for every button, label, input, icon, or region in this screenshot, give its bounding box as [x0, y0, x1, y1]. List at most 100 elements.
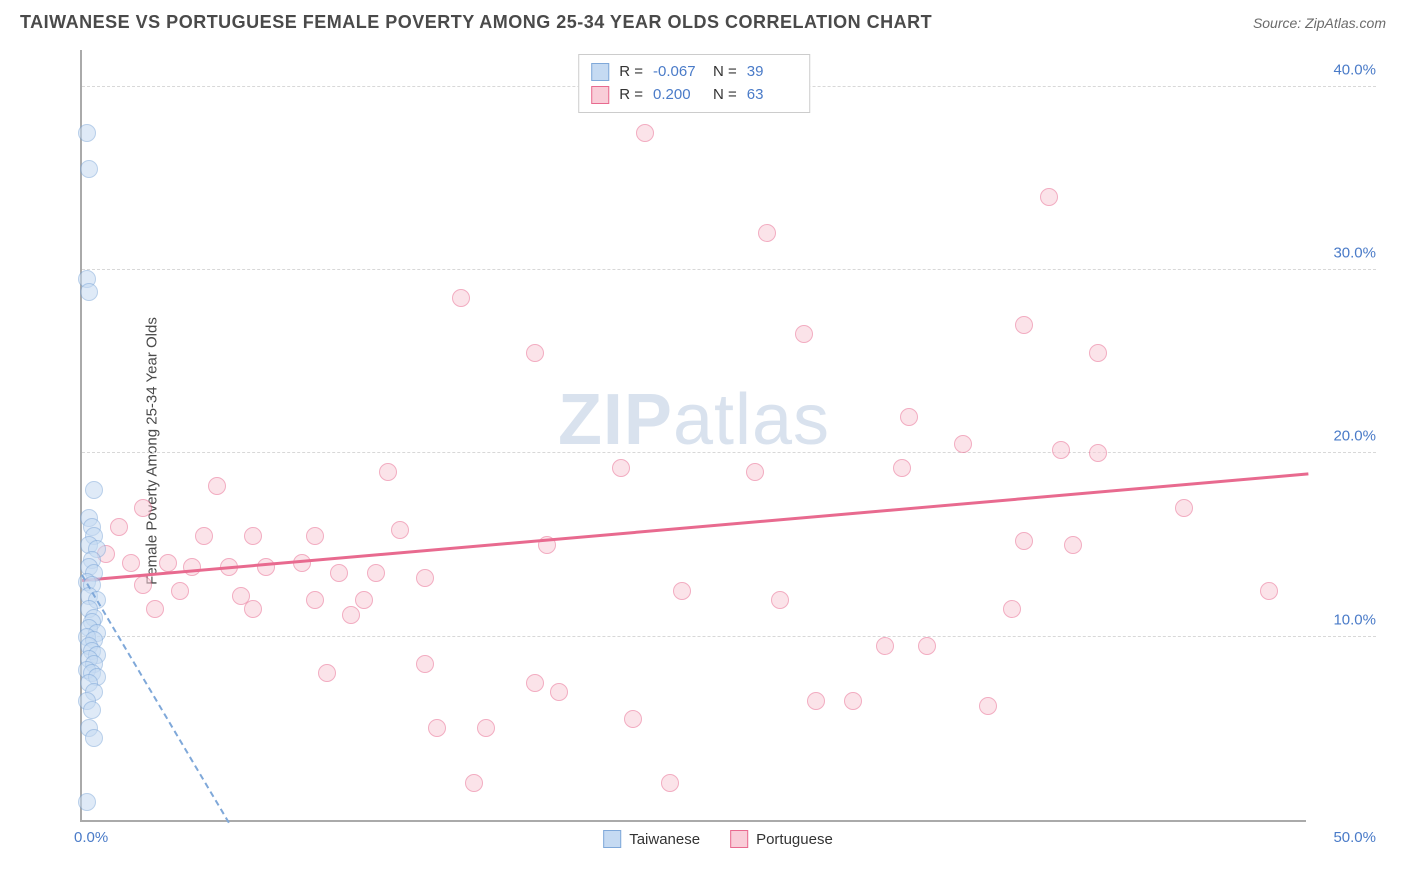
trend-line	[82, 473, 1308, 583]
point-portuguese	[477, 719, 495, 737]
point-portuguese	[918, 637, 936, 655]
r-label: R =	[619, 84, 643, 107]
point-portuguese	[1089, 344, 1107, 362]
point-portuguese	[1260, 582, 1278, 600]
r-value: -0.067	[653, 61, 703, 84]
point-taiwanese	[80, 160, 98, 178]
swatch-taiwanese	[591, 63, 609, 81]
point-portuguese	[416, 655, 434, 673]
point-portuguese	[428, 719, 446, 737]
point-portuguese	[954, 435, 972, 453]
point-taiwanese	[78, 124, 96, 142]
point-portuguese	[771, 591, 789, 609]
point-portuguese	[195, 527, 213, 545]
gridline-h	[82, 636, 1376, 637]
point-portuguese	[893, 459, 911, 477]
swatch-portuguese	[730, 830, 748, 848]
point-portuguese	[624, 710, 642, 728]
legend-bottom-item: Taiwanese	[603, 830, 700, 848]
point-portuguese	[1175, 499, 1193, 517]
point-portuguese	[122, 554, 140, 572]
gridline-h	[82, 269, 1376, 270]
point-portuguese	[636, 124, 654, 142]
point-portuguese	[306, 527, 324, 545]
r-label: R =	[619, 61, 643, 84]
point-portuguese	[1052, 441, 1070, 459]
watermark-light: atlas	[673, 380, 830, 460]
point-taiwanese	[83, 701, 101, 719]
point-portuguese	[550, 683, 568, 701]
point-portuguese	[979, 697, 997, 715]
point-portuguese	[391, 521, 409, 539]
point-portuguese	[807, 692, 825, 710]
point-portuguese	[416, 569, 434, 587]
y-tick-label: 40.0%	[1333, 61, 1376, 78]
point-portuguese	[1003, 600, 1021, 618]
legend-top-row: R =0.200N =63	[591, 84, 797, 107]
point-portuguese	[758, 224, 776, 242]
point-portuguese	[257, 558, 275, 576]
point-portuguese	[159, 554, 177, 572]
watermark-bold: ZIP	[558, 380, 673, 460]
point-portuguese	[306, 591, 324, 609]
chart-container: Female Poverty Among 25-34 Year Olds ZIP…	[50, 50, 1386, 852]
point-portuguese	[1015, 532, 1033, 550]
source-label: Source: ZipAtlas.com	[1253, 15, 1386, 31]
point-portuguese	[612, 459, 630, 477]
point-portuguese	[795, 325, 813, 343]
point-portuguese	[1089, 444, 1107, 462]
y-tick-label: 10.0%	[1333, 611, 1376, 628]
point-portuguese	[146, 600, 164, 618]
point-portuguese	[673, 582, 691, 600]
n-value: 39	[747, 61, 797, 84]
header: TAIWANESE VS PORTUGUESE FEMALE POVERTY A…	[0, 0, 1406, 41]
watermark: ZIPatlas	[558, 379, 830, 461]
chart-title: TAIWANESE VS PORTUGUESE FEMALE POVERTY A…	[20, 12, 932, 33]
legend-top: R =-0.067N =39R =0.200N =63	[578, 54, 810, 113]
x-tick-0: 0.0%	[74, 829, 108, 846]
point-taiwanese	[85, 481, 103, 499]
n-label: N =	[713, 61, 737, 84]
gridline-h	[82, 452, 1376, 453]
point-portuguese	[171, 582, 189, 600]
plot-area: ZIPatlas R =-0.067N =39R =0.200N =63 0.0…	[80, 50, 1306, 822]
point-portuguese	[355, 591, 373, 609]
legend-bottom: Taiwanese Portuguese	[603, 830, 833, 848]
point-portuguese	[367, 564, 385, 582]
legend-label: Taiwanese	[629, 831, 700, 848]
point-portuguese	[342, 606, 360, 624]
point-portuguese	[526, 344, 544, 362]
point-portuguese	[465, 774, 483, 792]
point-portuguese	[900, 408, 918, 426]
point-portuguese	[1064, 536, 1082, 554]
point-taiwanese	[80, 283, 98, 301]
point-portuguese	[208, 477, 226, 495]
point-portuguese	[1040, 188, 1058, 206]
point-portuguese	[244, 527, 262, 545]
point-portuguese	[183, 558, 201, 576]
point-portuguese	[134, 576, 152, 594]
swatch-portuguese	[591, 86, 609, 104]
legend-top-row: R = -0.067 N = 39	[591, 61, 797, 84]
x-tick-50: 50.0%	[1333, 829, 1376, 846]
point-portuguese	[379, 463, 397, 481]
point-portuguese	[330, 564, 348, 582]
point-portuguese	[746, 463, 764, 481]
point-portuguese	[452, 289, 470, 307]
point-portuguese	[134, 499, 152, 517]
point-portuguese	[1015, 316, 1033, 334]
point-portuguese	[318, 664, 336, 682]
point-portuguese	[876, 637, 894, 655]
point-portuguese	[526, 674, 544, 692]
point-portuguese	[844, 692, 862, 710]
point-portuguese	[244, 600, 262, 618]
n-value: 63	[747, 84, 797, 107]
legend-label: Portuguese	[756, 831, 833, 848]
swatch-taiwanese	[603, 830, 621, 848]
y-tick-label: 20.0%	[1333, 428, 1376, 445]
point-portuguese	[661, 774, 679, 792]
y-tick-label: 30.0%	[1333, 245, 1376, 262]
legend-bottom-item: Portuguese	[730, 830, 833, 848]
point-portuguese	[110, 518, 128, 536]
n-label: N =	[713, 84, 737, 107]
